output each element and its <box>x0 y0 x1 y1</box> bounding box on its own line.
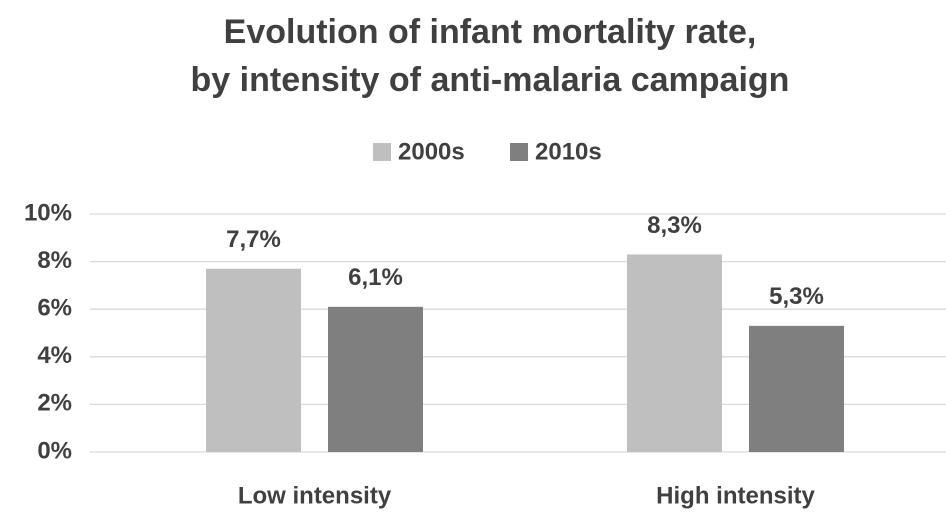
legend-label: 2000s <box>398 138 465 165</box>
y-tick-label: 8% <box>37 247 72 274</box>
legend-swatch <box>373 143 391 161</box>
y-tick-label: 4% <box>37 342 72 369</box>
data-label: 5,3% <box>769 283 824 310</box>
y-tick-label: 10% <box>24 199 72 226</box>
data-label: 8,3% <box>647 212 702 239</box>
bar <box>749 325 844 452</box>
y-tick-label: 0% <box>37 437 72 464</box>
chart-title: by intensity of anti-malaria campaign <box>191 61 790 99</box>
bar <box>328 306 423 452</box>
chart-title: Evolution of infant mortality rate, <box>224 13 757 51</box>
bar <box>206 268 301 452</box>
y-tick-label: 2% <box>37 390 72 417</box>
data-label: 7,7% <box>226 226 281 253</box>
data-label: 6,1% <box>348 264 403 291</box>
legend-swatch <box>510 143 528 161</box>
legend-label: 2010s <box>535 138 602 165</box>
y-tick-label: 6% <box>37 295 72 322</box>
x-tick-label: High intensity <box>656 482 815 509</box>
x-tick-label: Low intensity <box>238 482 392 509</box>
bar <box>627 254 722 452</box>
